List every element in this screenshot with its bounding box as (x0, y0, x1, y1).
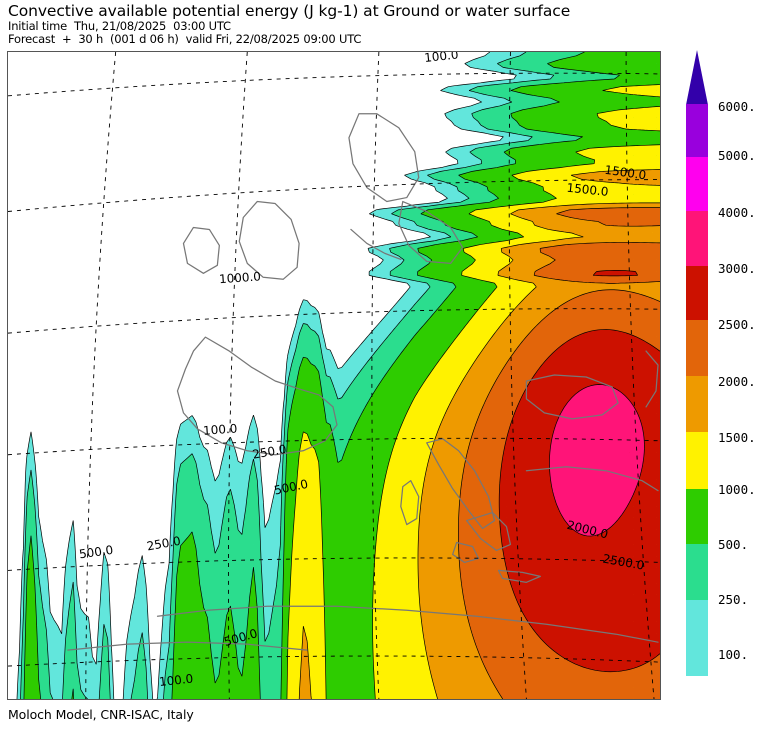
svg-text:100.0: 100.0 (203, 421, 238, 437)
colorbar-tick-250: 250. (718, 592, 749, 607)
svg-text:250.0: 250.0 (251, 442, 287, 462)
svg-text:100.0: 100.0 (424, 52, 460, 65)
svg-text:1000.0: 1000.0 (219, 269, 262, 286)
colorbar-tick-1000: 1000. (718, 482, 756, 497)
colorbar-band-250-500 (686, 544, 708, 600)
colorbar-tick-2000: 2000. (718, 374, 756, 389)
svg-text:1500.0: 1500.0 (566, 181, 609, 199)
colorbar-band-100-250 (686, 600, 708, 676)
chart-header: Convective available potential energy (J… (8, 2, 708, 45)
colorbar (686, 104, 708, 676)
colorbar-tick-2500: 2500. (718, 317, 756, 332)
forecast-time-label: Forecast + 30 h (001 d 06 h) valid Fri, … (8, 31, 362, 46)
svg-text:100.0: 100.0 (158, 672, 194, 690)
colorbar-arrow-icon (686, 50, 708, 105)
map-plot-area: 100.0 100.0 250.0 500.0 500.0 250.0 500.0 100.0… (7, 51, 661, 700)
colorbar-band-1000-1500 (686, 432, 708, 489)
page-title: Convective available potential energy (J… (8, 2, 571, 20)
colorbar-band-500-1000 (686, 489, 708, 544)
colorbar-tick-500: 500. (718, 537, 749, 552)
svg-text:500.0: 500.0 (273, 477, 309, 498)
colorbar-band-1500-2000 (686, 376, 708, 432)
initial-time-label: Initial time Thu, 21/08/2025 03:00 UTC (8, 19, 231, 33)
colorbar-band-3000-4000 (686, 211, 708, 266)
colorbar-tick-3000: 3000. (718, 261, 756, 276)
colorbar-band-5000-6000 (686, 104, 708, 157)
colorbar-band-2500-3000 (686, 266, 708, 320)
svg-text:250.0: 250.0 (146, 534, 182, 554)
colorbar-tick-100: 100. (718, 647, 749, 662)
svg-text:500.0: 500.0 (78, 543, 114, 562)
svg-text:1500.0: 1500.0 (604, 163, 647, 183)
colorbar-tick-5000: 5000. (718, 148, 756, 163)
colorbar-tick-4000: 4000. (718, 205, 756, 220)
colorbar-band-2000-2500 (686, 320, 708, 376)
colorbar-tick-6000: 6000. (718, 99, 756, 114)
colorbar-band-4000-5000 (686, 157, 708, 211)
colorbar-tick-1500: 1500. (718, 430, 756, 445)
model-credit: Moloch Model, CNR-ISAC, Italy (8, 707, 194, 722)
